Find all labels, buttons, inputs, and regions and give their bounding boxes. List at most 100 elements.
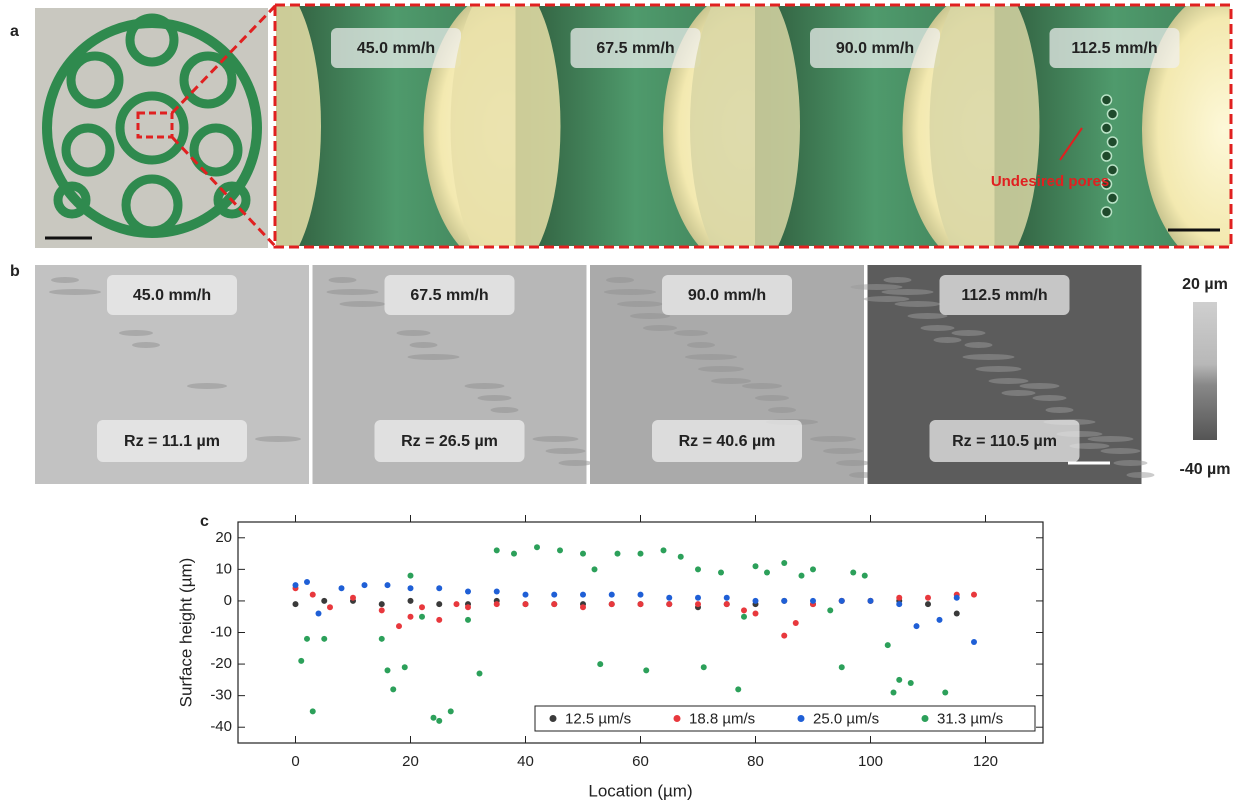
texture bbox=[491, 407, 519, 413]
point bbox=[718, 570, 724, 576]
point bbox=[534, 544, 540, 550]
colorbar-max: 20 µm bbox=[1182, 276, 1228, 293]
point bbox=[293, 582, 299, 588]
point bbox=[523, 592, 529, 598]
pore bbox=[1102, 151, 1112, 161]
point bbox=[753, 563, 759, 569]
x-tick-label: 120 bbox=[973, 753, 998, 770]
texture bbox=[755, 395, 789, 401]
point bbox=[511, 551, 517, 557]
point bbox=[310, 592, 316, 598]
texture bbox=[989, 378, 1029, 384]
point bbox=[327, 604, 333, 610]
speed-label: 45.0 mm/h bbox=[133, 287, 211, 304]
speed-label: 45.0 mm/h bbox=[357, 40, 435, 57]
texture bbox=[687, 342, 715, 348]
texture bbox=[836, 460, 870, 466]
point bbox=[741, 614, 747, 620]
texture bbox=[674, 330, 708, 336]
texture bbox=[546, 448, 586, 454]
point bbox=[753, 598, 759, 604]
pore bbox=[1102, 207, 1112, 217]
texture bbox=[410, 342, 438, 348]
x-tick-label: 20 bbox=[402, 753, 419, 770]
texture bbox=[187, 383, 227, 389]
point bbox=[638, 551, 644, 557]
point bbox=[666, 595, 672, 601]
point bbox=[942, 689, 948, 695]
point bbox=[408, 614, 414, 620]
panel-letter: a bbox=[10, 23, 19, 40]
point bbox=[465, 604, 471, 610]
texture bbox=[952, 330, 986, 336]
texture bbox=[1114, 460, 1148, 466]
point bbox=[523, 601, 529, 607]
point bbox=[971, 639, 977, 645]
y-tick-label: -30 bbox=[210, 687, 232, 704]
point bbox=[379, 636, 385, 642]
point bbox=[408, 573, 414, 579]
point bbox=[551, 592, 557, 598]
point bbox=[896, 677, 902, 683]
point bbox=[436, 617, 442, 623]
texture bbox=[604, 289, 656, 295]
point bbox=[316, 611, 322, 617]
point bbox=[891, 689, 897, 695]
point bbox=[661, 547, 667, 553]
point bbox=[448, 708, 454, 714]
texture bbox=[533, 436, 579, 442]
point bbox=[781, 598, 787, 604]
texture bbox=[643, 325, 677, 331]
y-tick-label: -20 bbox=[210, 655, 232, 672]
texture bbox=[1002, 390, 1036, 396]
texture bbox=[908, 313, 948, 319]
point bbox=[638, 592, 644, 598]
point bbox=[298, 658, 304, 664]
point bbox=[551, 601, 557, 607]
point bbox=[494, 601, 500, 607]
point bbox=[597, 661, 603, 667]
point bbox=[925, 595, 931, 601]
point bbox=[954, 611, 960, 617]
point bbox=[431, 715, 437, 721]
point bbox=[580, 551, 586, 557]
point bbox=[362, 582, 368, 588]
texture bbox=[630, 313, 670, 319]
texture bbox=[921, 325, 955, 331]
pore bbox=[1108, 109, 1118, 119]
point bbox=[839, 598, 845, 604]
point bbox=[724, 595, 730, 601]
point bbox=[293, 601, 299, 607]
texture bbox=[823, 448, 863, 454]
point bbox=[643, 667, 649, 673]
point bbox=[436, 601, 442, 607]
x-axis-label: Location (µm) bbox=[588, 781, 692, 800]
panel-letter: c bbox=[200, 513, 209, 530]
texture bbox=[617, 301, 663, 307]
point bbox=[494, 547, 500, 553]
texture bbox=[1020, 383, 1060, 389]
speed-label: 112.5 mm/h bbox=[961, 287, 1047, 304]
point bbox=[385, 667, 391, 673]
point bbox=[678, 554, 684, 560]
speed-label: 67.5 mm/h bbox=[410, 287, 488, 304]
panel-letter: b bbox=[10, 263, 20, 280]
texture bbox=[340, 301, 386, 307]
colorbar bbox=[1193, 302, 1217, 440]
point bbox=[741, 607, 747, 613]
texture bbox=[478, 395, 512, 401]
point bbox=[925, 601, 931, 607]
point bbox=[799, 573, 805, 579]
y-tick-label: -40 bbox=[210, 718, 232, 735]
texture bbox=[327, 289, 379, 295]
texture bbox=[465, 383, 505, 389]
point bbox=[477, 671, 483, 677]
pore bbox=[1108, 137, 1118, 147]
y-tick-label: 0 bbox=[224, 592, 232, 609]
texture bbox=[976, 366, 1022, 372]
point bbox=[321, 636, 327, 642]
texture bbox=[882, 289, 934, 295]
y-tick-label: -10 bbox=[210, 623, 232, 640]
point bbox=[339, 585, 345, 591]
point bbox=[868, 598, 874, 604]
